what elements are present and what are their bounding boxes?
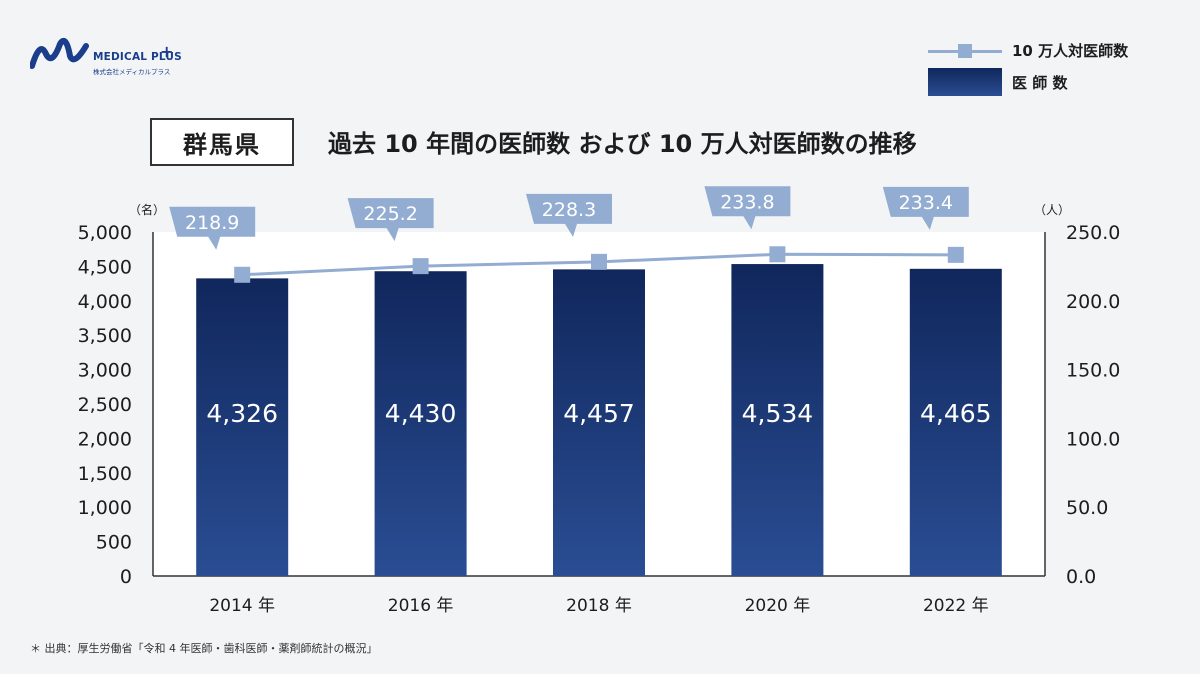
legend-bar-label: 医 師 数: [1012, 73, 1068, 92]
brand-name: MEDICAL PLUS: [93, 51, 182, 63]
x-tick-label: 2020 年: [745, 596, 811, 616]
brand-plus: +: [160, 42, 174, 61]
x-tick-label: 2018 年: [566, 596, 632, 616]
legend-bar-swatch: [928, 68, 1002, 96]
x-tick-label: 2016 年: [388, 596, 454, 616]
x-tick-label: 2022 年: [923, 596, 989, 616]
line-marker: [769, 246, 786, 263]
y-left-tick-label: 3,500: [78, 325, 132, 347]
line-marker: [591, 253, 607, 270]
line-value-label: 233.4: [899, 192, 953, 214]
legend-line-item: 10 万人対医師数: [928, 40, 1128, 61]
bar: [196, 278, 289, 576]
bar-value-label: 4,457: [563, 399, 635, 428]
logo-mark-icon: [29, 38, 89, 69]
prefecture-label: 群馬県: [150, 118, 294, 166]
callout-box: [169, 206, 256, 250]
source-note: ＊ 出典：厚生労働省「令和 4 年医師・歯科医師・薬剤師統計の概況」: [30, 642, 378, 655]
y-right-tick-label: 250.0: [1066, 222, 1120, 244]
callout-box: [526, 193, 612, 237]
y-right-tick-label: 100.0: [1066, 428, 1120, 450]
bar: [553, 269, 645, 576]
y-left-tick-label: 4,500: [78, 256, 132, 278]
x-tick-label: 2014 年: [209, 596, 275, 616]
line-value-label: 218.9: [185, 212, 239, 234]
legend-line-swatch: [928, 42, 1002, 60]
callout-box: [347, 198, 434, 242]
bar: [909, 268, 1002, 576]
y-right-tick-label: 50.0: [1066, 497, 1108, 519]
chart-title: 過去 10 年間の医師数 および 10 万人対医師数の推移: [328, 130, 917, 158]
y-left-tick-label: 2,000: [78, 428, 132, 450]
y-left-tick-label: 5,000: [78, 222, 132, 244]
y-left-tick-label: 500: [96, 532, 132, 554]
brand-subtitle: 株式会社メディカルプラス: [93, 68, 171, 76]
y-left-tick-label: 4,000: [78, 291, 132, 313]
y-left-unit: （名）: [129, 202, 165, 217]
line-value-label: 233.8: [720, 191, 774, 213]
y-right-tick-label: 0.0: [1066, 566, 1096, 588]
bar-value-label: 4,326: [206, 399, 278, 428]
legend-line-label: 10 万人対医師数: [1012, 42, 1129, 60]
y-right-unit: （人）: [1034, 203, 1070, 217]
y-left-tick-label: 2,500: [78, 394, 132, 416]
y-left-tick-label: 3,000: [78, 360, 132, 382]
bar-value-label: 4,430: [385, 399, 457, 428]
bar-value-label: 4,465: [920, 399, 992, 428]
bar: [374, 271, 467, 576]
line-value-label: 225.2: [363, 203, 417, 225]
y-right-tick-label: 150.0: [1066, 360, 1120, 382]
line-marker: [412, 258, 429, 275]
bar-value-label: 4,534: [742, 399, 814, 428]
y-left-tick-label: 0: [120, 566, 132, 588]
y-left-tick-label: 1,000: [78, 497, 132, 519]
legend-bar-item: 医 師 数: [928, 68, 1067, 96]
callout-box: [882, 186, 969, 230]
bar: [731, 264, 824, 576]
callout-box: [704, 186, 791, 230]
line-marker: [234, 266, 251, 283]
brand-logo: MEDICAL PLUS + 株式会社メディカルプラス: [29, 36, 182, 80]
line-value-label: 228.3: [542, 199, 596, 221]
line-marker: [947, 246, 964, 263]
y-right-tick-label: 200.0: [1066, 291, 1120, 313]
y-left-tick-label: 1,500: [78, 463, 132, 485]
